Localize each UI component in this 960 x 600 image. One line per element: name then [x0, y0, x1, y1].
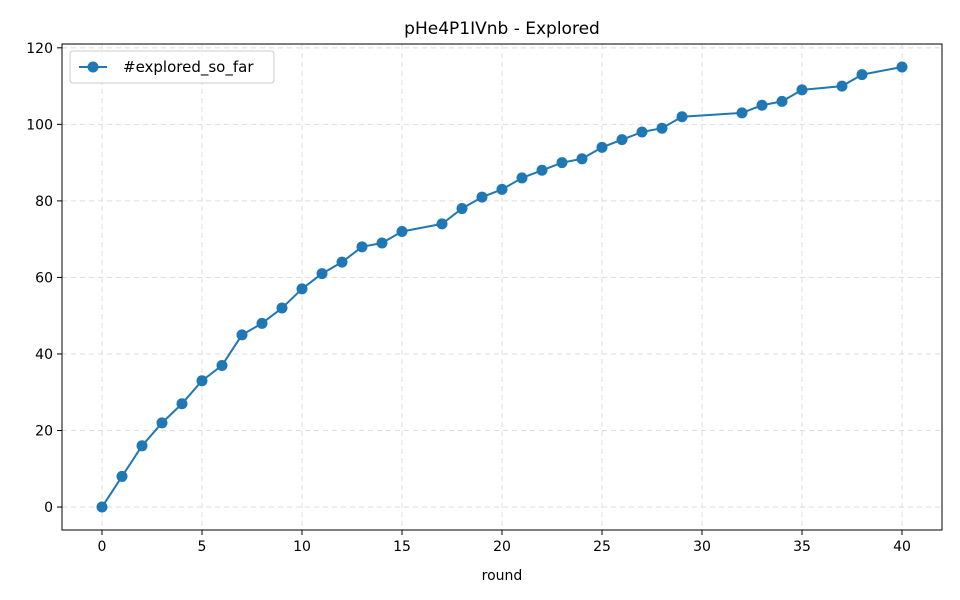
data-point	[576, 153, 588, 165]
data-point	[336, 256, 348, 268]
y-tick-label: 60	[35, 270, 53, 286]
legend-entry-label: #explored_so_far	[123, 58, 254, 77]
data-point	[316, 268, 328, 280]
x-tick-label: 40	[893, 539, 911, 555]
y-tick-label: 100	[26, 117, 53, 133]
y-tick-label: 0	[44, 500, 53, 516]
data-point	[776, 95, 788, 107]
data-point	[756, 99, 768, 111]
y-axis-ticks: 0 20 40 60 80 100 120	[26, 41, 62, 516]
data-point	[896, 61, 908, 73]
data-point	[356, 241, 368, 253]
data-point	[216, 359, 228, 371]
legend-box	[69, 50, 275, 84]
data-point	[656, 122, 668, 134]
data-point	[116, 470, 128, 482]
data-point	[136, 440, 148, 452]
data-point	[276, 302, 288, 314]
data-point	[596, 141, 608, 153]
data-point	[536, 164, 548, 176]
data-point	[796, 84, 808, 96]
data-point	[236, 329, 248, 341]
chart-title: pHe4P1IVnb - Explored	[404, 19, 600, 39]
x-tick-label: 5	[198, 539, 207, 555]
series-layer	[96, 61, 908, 513]
y-tick-label: 40	[35, 347, 53, 363]
x-tick-label: 15	[393, 539, 411, 555]
x-tick-label: 35	[793, 539, 811, 555]
data-point	[556, 157, 568, 169]
x-tick-label: 30	[693, 539, 711, 555]
data-point	[616, 134, 628, 146]
x-tick-label: 25	[593, 539, 611, 555]
data-point	[496, 183, 508, 195]
data-point	[736, 107, 748, 119]
data-point	[376, 237, 388, 249]
y-tick-label: 20	[35, 424, 53, 440]
data-point	[96, 501, 108, 513]
y-tick-label: 120	[26, 41, 53, 57]
data-point	[256, 317, 268, 329]
x-tick-label: 0	[98, 539, 107, 555]
x-axis-ticks: 0 5 10 15 20 25 30 35 40	[98, 530, 911, 555]
data-point	[436, 218, 448, 230]
data-point	[836, 80, 848, 92]
data-point	[396, 226, 408, 238]
x-tick-label: 10	[293, 539, 311, 555]
data-point	[856, 69, 868, 81]
y-tick-label: 80	[35, 194, 53, 210]
x-tick-label: 20	[493, 539, 511, 555]
data-point	[456, 203, 468, 215]
data-point	[296, 283, 308, 295]
legend: #explored_so_far	[69, 50, 275, 84]
data-point	[176, 398, 188, 410]
data-point	[476, 191, 488, 203]
data-point	[156, 417, 168, 429]
legend-marker-swatch	[87, 61, 99, 73]
data-point	[516, 172, 528, 184]
grid	[62, 44, 942, 530]
data-point	[636, 126, 648, 138]
data-point	[196, 375, 208, 387]
x-axis-label: round	[482, 568, 523, 584]
data-point	[676, 111, 688, 123]
